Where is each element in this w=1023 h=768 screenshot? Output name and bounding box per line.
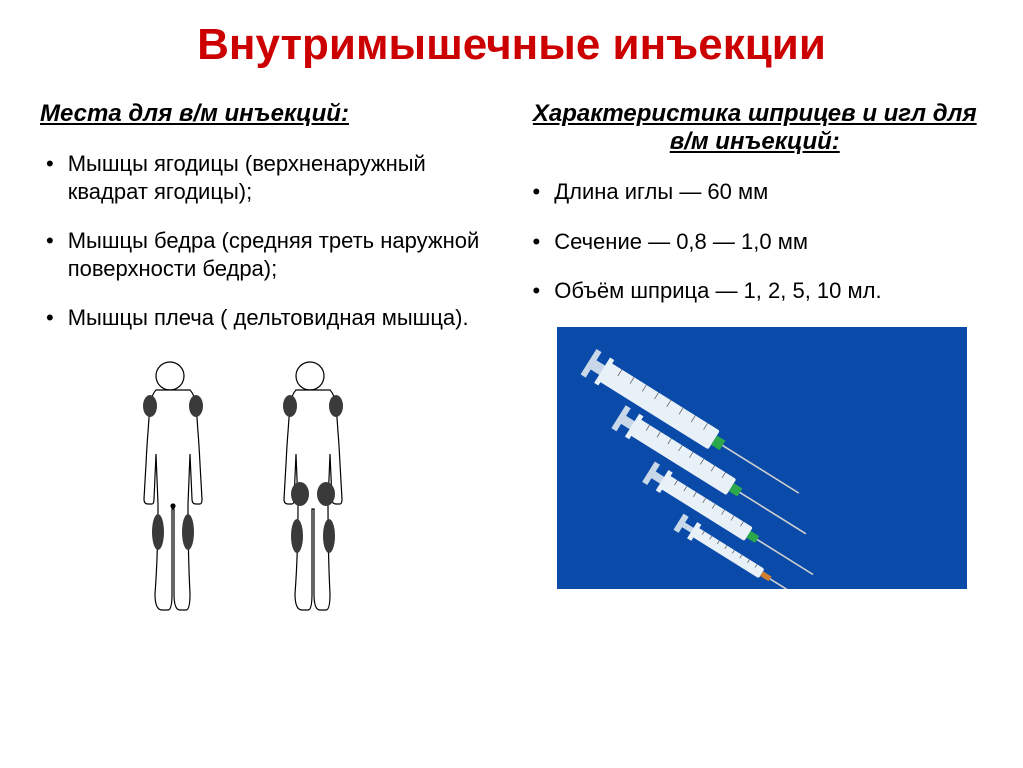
body-diagram	[100, 354, 497, 629]
body-back-icon	[283, 362, 343, 610]
left-column: Места для в/м инъекций: Мышцы ягодицы (в…	[40, 100, 497, 629]
list-item-text: Сечение — 0,8 — 1,0 мм	[554, 228, 808, 256]
list-item: Объём шприца — 1, 2, 5, 10 мл.	[527, 277, 984, 305]
list-item-text: Мышцы бедра (средняя треть наружной пове…	[68, 227, 497, 282]
syringe-bg	[557, 327, 967, 589]
right-column: Характеристика шприцев и игл для в/м инъ…	[527, 100, 984, 629]
columns: Места для в/м инъекций: Мышцы ягодицы (в…	[40, 100, 983, 629]
list-item: Сечение — 0,8 — 1,0 мм	[527, 228, 984, 256]
syringe-figure	[557, 327, 984, 589]
right-list: Длина иглы — 60 мм Сечение — 0,8 — 1,0 м…	[527, 178, 984, 305]
list-item: Мышцы ягодицы (верхненаружный квадрат яг…	[40, 150, 497, 205]
list-item-text: Длина иглы — 60 мм	[554, 178, 768, 206]
list-item-text: Мышцы ягодицы (верхненаружный квадрат яг…	[68, 150, 497, 205]
list-item-text: Объём шприца — 1, 2, 5, 10 мл.	[554, 277, 881, 305]
list-item: Мышцы плеча ( дельтовидная мышца).	[40, 304, 497, 332]
list-item: Мышцы бедра (средняя треть наружной пове…	[40, 227, 497, 282]
left-subhead: Места для в/м инъекций:	[40, 100, 497, 128]
page-title: Внутримышечные инъекции	[40, 20, 983, 70]
list-item: Длина иглы — 60 мм	[527, 178, 984, 206]
right-subhead: Характеристика шприцев и игл для в/м инъ…	[527, 100, 984, 156]
left-list: Мышцы ягодицы (верхненаружный квадрат яг…	[40, 150, 497, 332]
list-item-text: Мышцы плеча ( дельтовидная мышца).	[68, 304, 469, 332]
body-front-icon	[143, 362, 203, 610]
